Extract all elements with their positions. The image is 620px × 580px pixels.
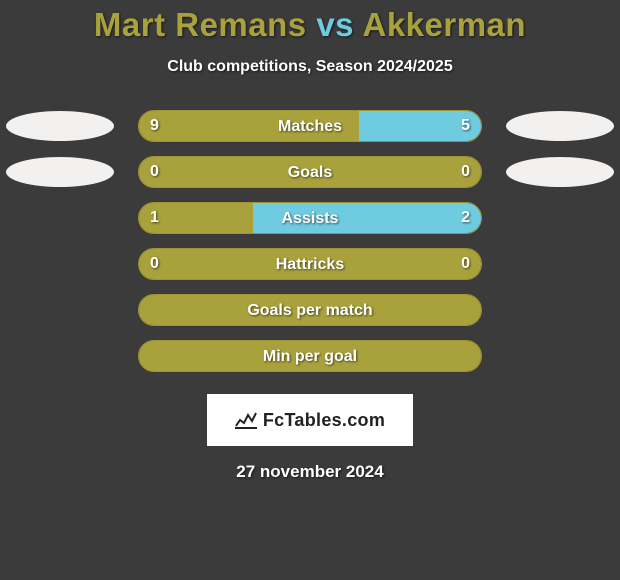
stat-row: Goals0 0 [0, 156, 620, 202]
logo-box: FcTables.com [207, 394, 413, 446]
stat-row: Min per goal [0, 340, 620, 386]
bar-track: Goals [138, 156, 482, 188]
bar-track: Min per goal [138, 340, 482, 372]
player-ellipse-left [6, 111, 114, 141]
value-right: 0 [461, 156, 470, 188]
stats-chart: Matches95Goals00Assists12Hattricks00Goal… [0, 110, 620, 386]
bar-left [139, 341, 481, 371]
player-ellipse-right [506, 111, 614, 141]
stat-row: Assists1 2 [0, 202, 620, 248]
title-vs: vs [316, 6, 354, 43]
value-left: 1 [150, 202, 159, 234]
title-player2: Akkerman [362, 6, 526, 43]
value-left: 9 [150, 110, 159, 142]
value-right: 0 [461, 248, 470, 280]
logo-text: FcTables.com [263, 410, 385, 431]
bar-track: Assists [138, 202, 482, 234]
logo-icon [235, 411, 257, 429]
value-right: 5 [461, 110, 470, 142]
value-right: 2 [461, 202, 470, 234]
bar-right [253, 203, 481, 233]
stat-row: Hattricks0 0 [0, 248, 620, 294]
bar-track: Hattricks [138, 248, 482, 280]
bar-left [139, 249, 481, 279]
bar-track: Matches [138, 110, 482, 142]
title-player1: Mart Remans [94, 6, 307, 43]
bar-left [139, 157, 481, 187]
player-ellipse-right [506, 157, 614, 187]
bar-left [139, 111, 359, 141]
stat-row: Goals per match [0, 294, 620, 340]
bar-track: Goals per match [138, 294, 482, 326]
date-label: 27 november 2024 [0, 462, 620, 482]
stat-row: Matches9 5 [0, 110, 620, 156]
value-left: 0 [150, 156, 159, 188]
comparison-card: Mart Remans vs Akkerman Club competition… [0, 0, 620, 580]
bar-left [139, 295, 481, 325]
player-ellipse-left [6, 157, 114, 187]
value-left: 0 [150, 248, 159, 280]
subtitle: Club competitions, Season 2024/2025 [0, 58, 620, 76]
page-title: Mart Remans vs Akkerman [0, 6, 620, 44]
